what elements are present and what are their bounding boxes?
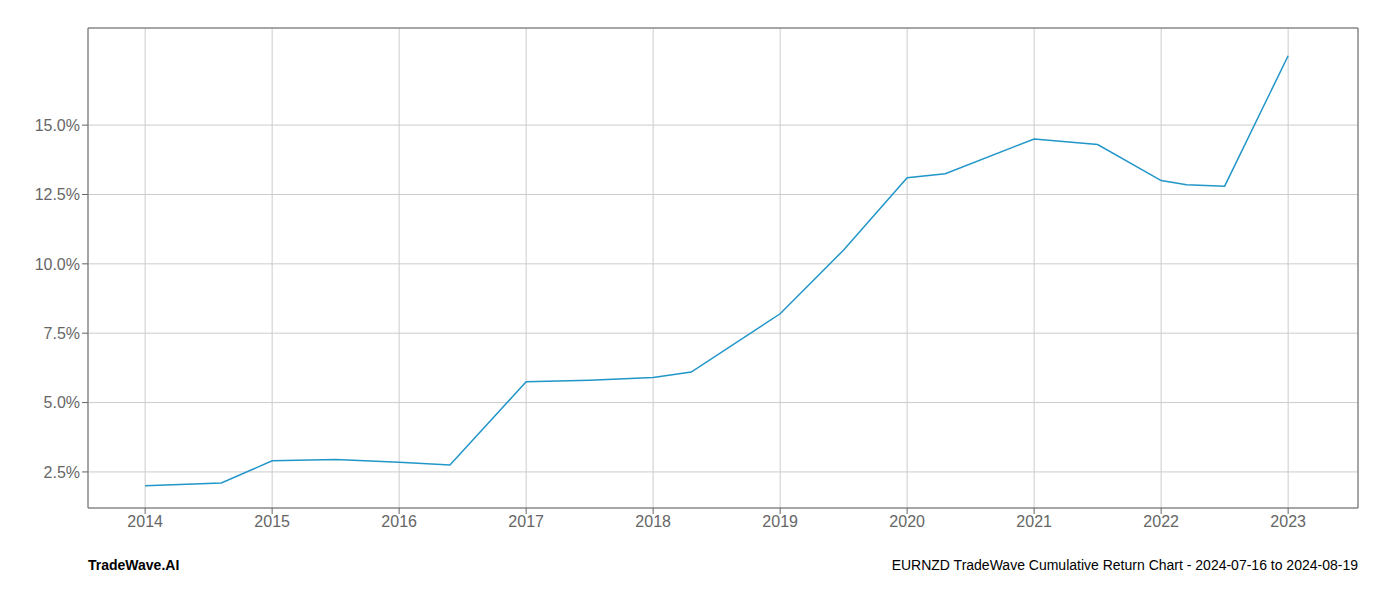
svg-text:12.5%: 12.5% bbox=[35, 186, 80, 203]
svg-text:2017: 2017 bbox=[508, 513, 544, 530]
svg-text:2022: 2022 bbox=[1143, 513, 1179, 530]
svg-text:2023: 2023 bbox=[1270, 513, 1306, 530]
svg-text:2015: 2015 bbox=[254, 513, 290, 530]
svg-text:7.5%: 7.5% bbox=[44, 325, 80, 342]
svg-text:2019: 2019 bbox=[762, 513, 798, 530]
svg-text:2.5%: 2.5% bbox=[44, 464, 80, 481]
html-text:TradeWave.AI: TradeWave.AI bbox=[88, 557, 180, 573]
svg-text:15.0%: 15.0% bbox=[35, 117, 80, 134]
html-text:EURNZD TradeWave Cumulative Re: EURNZD TradeWave Cumulative Return Chart… bbox=[891, 557, 1358, 573]
svg-text:10.0%: 10.0% bbox=[35, 256, 80, 273]
svg-text:2014: 2014 bbox=[127, 513, 163, 530]
svg-text:2016: 2016 bbox=[381, 513, 417, 530]
svg-text:2021: 2021 bbox=[1016, 513, 1052, 530]
svg-text:5.0%: 5.0% bbox=[44, 394, 80, 411]
svg-text:2018: 2018 bbox=[635, 513, 671, 530]
svg-text:2020: 2020 bbox=[889, 513, 925, 530]
